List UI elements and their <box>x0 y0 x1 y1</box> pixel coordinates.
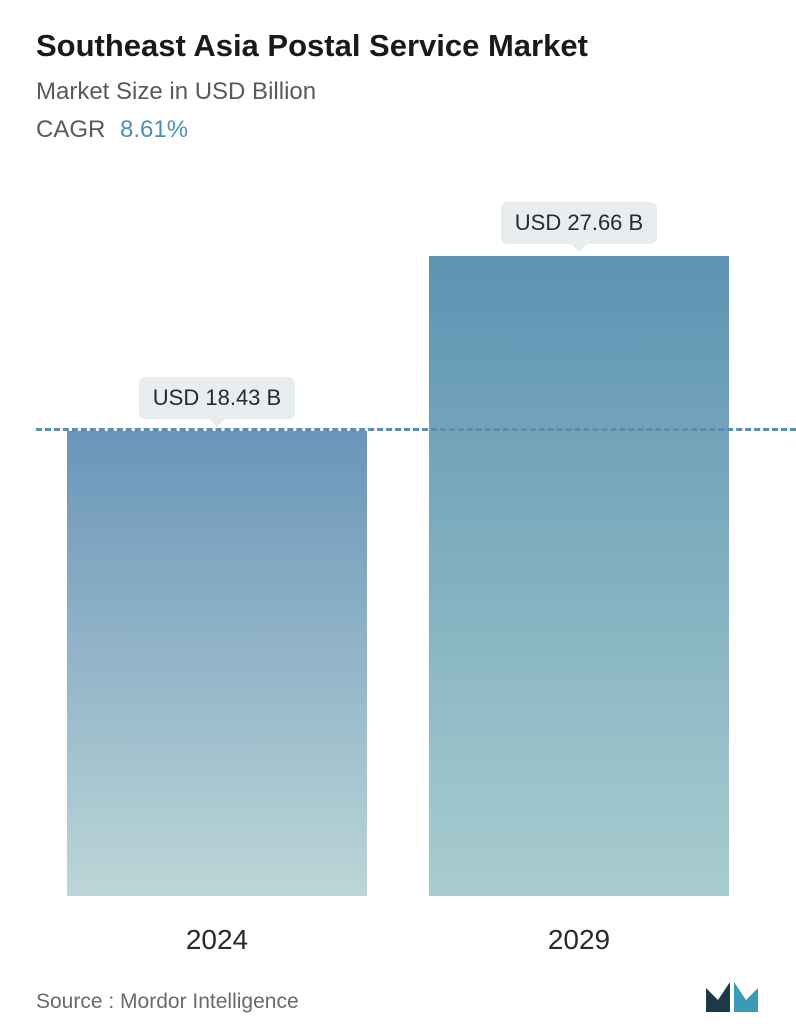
bar-value-badge: USD 18.43 B <box>139 377 295 419</box>
x-axis-label: 2024 <box>67 924 367 956</box>
reference-line <box>36 428 796 431</box>
bars-row: USD 18.43 BUSD 27.66 B <box>36 174 760 896</box>
bar <box>67 431 367 896</box>
bar-group: USD 18.43 B <box>67 431 367 896</box>
bar-group: USD 27.66 B <box>429 256 729 896</box>
footer: Source : Mordor Intelligence <box>36 956 760 1014</box>
chart-title: Southeast Asia Postal Service Market <box>36 28 760 64</box>
brand-logo-icon <box>704 974 760 1014</box>
x-axis-label: 2029 <box>429 924 729 956</box>
bar-value-badge: USD 27.66 B <box>501 202 657 244</box>
x-axis-labels: 2024 2029 <box>36 924 760 956</box>
chart-area: USD 18.43 BUSD 27.66 B 20242029 <box>36 174 760 956</box>
cagr-row: CAGR 8.61% <box>36 116 760 144</box>
source-text: Source : Mordor Intelligence <box>36 990 299 1014</box>
cagr-value: 8.61% <box>120 116 188 143</box>
chart-subtitle: Market Size in USD Billion <box>36 78 760 106</box>
bar <box>429 256 729 896</box>
cagr-label: CAGR <box>36 116 105 143</box>
